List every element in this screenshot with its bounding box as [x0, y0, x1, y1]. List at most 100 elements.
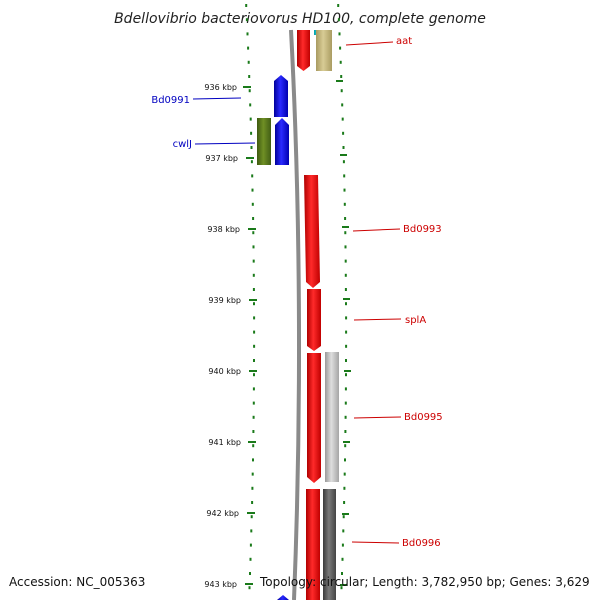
minor-tick-left	[250, 131, 253, 135]
minor-tick-right	[345, 344, 348, 348]
minor-tick-right	[343, 202, 346, 206]
minor-tick-left	[249, 117, 252, 121]
minor-tick-left	[252, 458, 254, 462]
leader-line-cwlj	[194, 142, 256, 145]
gene-labels-right: aat Bd0993 splA Bd0995 Bd0996	[345, 36, 443, 549]
minor-tick-left	[246, 32, 249, 36]
gene-label-bd0991[interactable]: Bd0991	[151, 95, 190, 106]
minor-tick-left	[247, 46, 250, 50]
minor-tick-right	[345, 359, 347, 362]
minor-tick-left	[248, 75, 251, 78]
genome-backbone	[289, 29, 302, 600]
gene-aat[interactable]	[316, 30, 332, 71]
minor-tick-left	[253, 302, 255, 306]
kbp-scale: 936 kbp 937 kbp 938 kbp 939 kbp 940 kbp …	[204, 83, 257, 589]
gene-labels-left: Bd0991 cwlJ	[151, 95, 256, 150]
leader-line-bd0991	[192, 97, 242, 100]
gene-red-top[interactable]	[297, 30, 310, 71]
minor-tick-left	[250, 160, 253, 164]
leader-line-aat	[345, 41, 394, 46]
minor-tick-left	[252, 259, 255, 263]
gene-cwlj[interactable]	[257, 118, 271, 165]
minor-tick-right	[344, 259, 347, 263]
minor-tick-right	[344, 245, 347, 249]
minor-tick-right	[345, 373, 347, 377]
map-title: Bdellovibrio bacteriovorus HD100, comple…	[114, 11, 486, 27]
kbp-label-942: 942 kbp	[206, 509, 239, 518]
gene-label-bd0996[interactable]: Bd0996	[402, 538, 441, 549]
minor-tick-left	[248, 586, 251, 590]
minor-tick-left	[249, 557, 252, 561]
gene-bd0992[interactable]	[275, 118, 289, 165]
minor-tick-right	[341, 117, 344, 121]
gene-label-bd0993[interactable]: Bd0993	[403, 224, 442, 235]
minor-tick-left	[251, 472, 254, 476]
minor-tick-right	[343, 472, 346, 476]
minor-tick-left	[252, 415, 255, 419]
gene-bd0993[interactable]	[304, 175, 320, 288]
minor-tick-right	[344, 415, 347, 419]
minor-tick-right	[344, 288, 347, 291]
minor-tick-right	[339, 60, 342, 64]
minor-tick-right	[344, 273, 347, 277]
gene-bd0996[interactable]	[306, 489, 320, 600]
minor-tick-right	[343, 501, 346, 504]
gene-bottom-partial[interactable]	[277, 595, 289, 600]
tick-ruler-left	[245, 4, 256, 590]
minor-tick-right	[344, 444, 347, 448]
minor-tick-left	[253, 373, 255, 377]
minor-tick-left	[245, 4, 248, 7]
gene-label-bd0995[interactable]: Bd0995	[404, 412, 443, 423]
minor-tick-left	[253, 316, 256, 320]
minor-tick-right	[345, 302, 347, 306]
minor-tick-right	[344, 231, 347, 235]
gene-label-spla[interactable]: splA	[405, 315, 426, 326]
minor-tick-left	[251, 501, 254, 504]
minor-tick-left	[249, 572, 251, 575]
minor-tick-left	[251, 188, 254, 192]
minor-tick-left	[252, 430, 255, 433]
minor-tick-right	[344, 387, 347, 391]
minor-tick-right	[342, 131, 345, 135]
minor-tick-right	[341, 557, 344, 561]
minor-tick-right	[341, 103, 344, 107]
minor-tick-left	[249, 543, 252, 547]
minor-tick-right	[344, 458, 346, 462]
minor-tick-right	[343, 174, 346, 178]
minor-tick-left	[252, 444, 255, 448]
kbp-label-937: 937 kbp	[205, 154, 238, 163]
minor-tick-right	[337, 18, 340, 22]
minor-tick-left	[252, 387, 255, 391]
minor-tick-left	[253, 330, 256, 334]
minor-tick-right	[341, 572, 343, 575]
gene-spla[interactable]	[307, 289, 321, 351]
gene-bd0995-partner[interactable]	[325, 352, 339, 482]
gene-label-cwlj[interactable]: cwlJ	[173, 139, 192, 150]
minor-tick-left	[253, 344, 256, 348]
gene-bd0991[interactable]	[274, 75, 288, 117]
kbp-label-936: 936 kbp	[204, 83, 237, 92]
minor-tick-left	[250, 529, 253, 533]
gene-bd0996-partner[interactable]	[323, 489, 336, 600]
minor-tick-left	[250, 515, 253, 519]
minor-tick-left	[251, 486, 254, 490]
minor-tick-right	[340, 586, 343, 590]
minor-tick-left	[252, 273, 255, 277]
minor-tick-right	[344, 430, 347, 433]
minor-tick-left	[247, 60, 250, 64]
minor-tick-right	[342, 160, 345, 164]
minor-tick-right	[344, 401, 347, 405]
minor-tick-left	[251, 174, 254, 178]
kbp-label-941: 941 kbp	[208, 438, 241, 447]
leader-line-bd0996	[351, 541, 400, 544]
minor-tick-right	[339, 46, 342, 50]
leader-line-bd0995	[353, 416, 402, 419]
gene-label-aat[interactable]: aat	[396, 36, 412, 47]
gene-bd0995[interactable]	[307, 353, 321, 483]
kbp-label-938: 938 kbp	[207, 225, 240, 234]
leader-line-bd0993	[352, 228, 401, 232]
kbp-label-943: 943 kbp	[204, 580, 237, 589]
minor-tick-left	[245, 18, 248, 22]
